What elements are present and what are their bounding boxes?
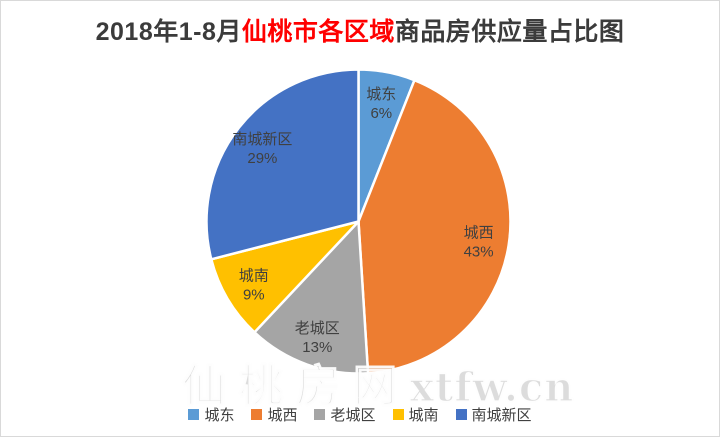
legend-swatch-icon <box>251 409 263 420</box>
pie-slice-4 <box>205 68 360 261</box>
pie-slice-1 <box>357 78 512 375</box>
title-segment-1: 仙桃市各区域 <box>241 18 395 46</box>
legend-label: 城南 <box>408 407 439 424</box>
legend-item-4: 南城新区 <box>455 404 532 425</box>
pie-label-2: 老城区 13% <box>295 320 340 356</box>
legend-swatch-icon <box>314 409 326 420</box>
pie-slice-3 <box>210 220 360 334</box>
legend-item-2: 老城区 <box>314 404 376 425</box>
legend-item-0: 城东 <box>188 404 234 425</box>
legend-swatch-icon <box>455 409 467 420</box>
legend-swatch-icon <box>188 409 200 420</box>
legend-label: 城西 <box>267 407 298 424</box>
legend-item-3: 城南 <box>392 404 439 425</box>
legend-label: 城东 <box>204 407 235 424</box>
legend-item-1: 城西 <box>251 404 297 425</box>
pie-label-4: 南城新区 29% <box>232 131 292 167</box>
legend-swatch-icon <box>392 409 404 420</box>
legend-label: 老城区 <box>330 407 376 424</box>
chart-title: 2018年1-8月仙桃市各区域商品房供应量占比图 <box>1 12 719 48</box>
title-segment-2: 商品房供应量占比图 <box>394 18 625 46</box>
pie-label-3: 城南 9% <box>239 267 269 303</box>
legend: 城东 城西 老城区 城南 南城新区 <box>1 404 719 425</box>
pie-label-1: 城西 43% <box>464 225 494 261</box>
title-segment-0: 2018年1-8月 <box>95 18 242 46</box>
pie-label-0: 城东 6% <box>366 86 396 122</box>
legend-label: 南城新区 <box>471 407 532 424</box>
pie-slice-2 <box>253 220 370 375</box>
